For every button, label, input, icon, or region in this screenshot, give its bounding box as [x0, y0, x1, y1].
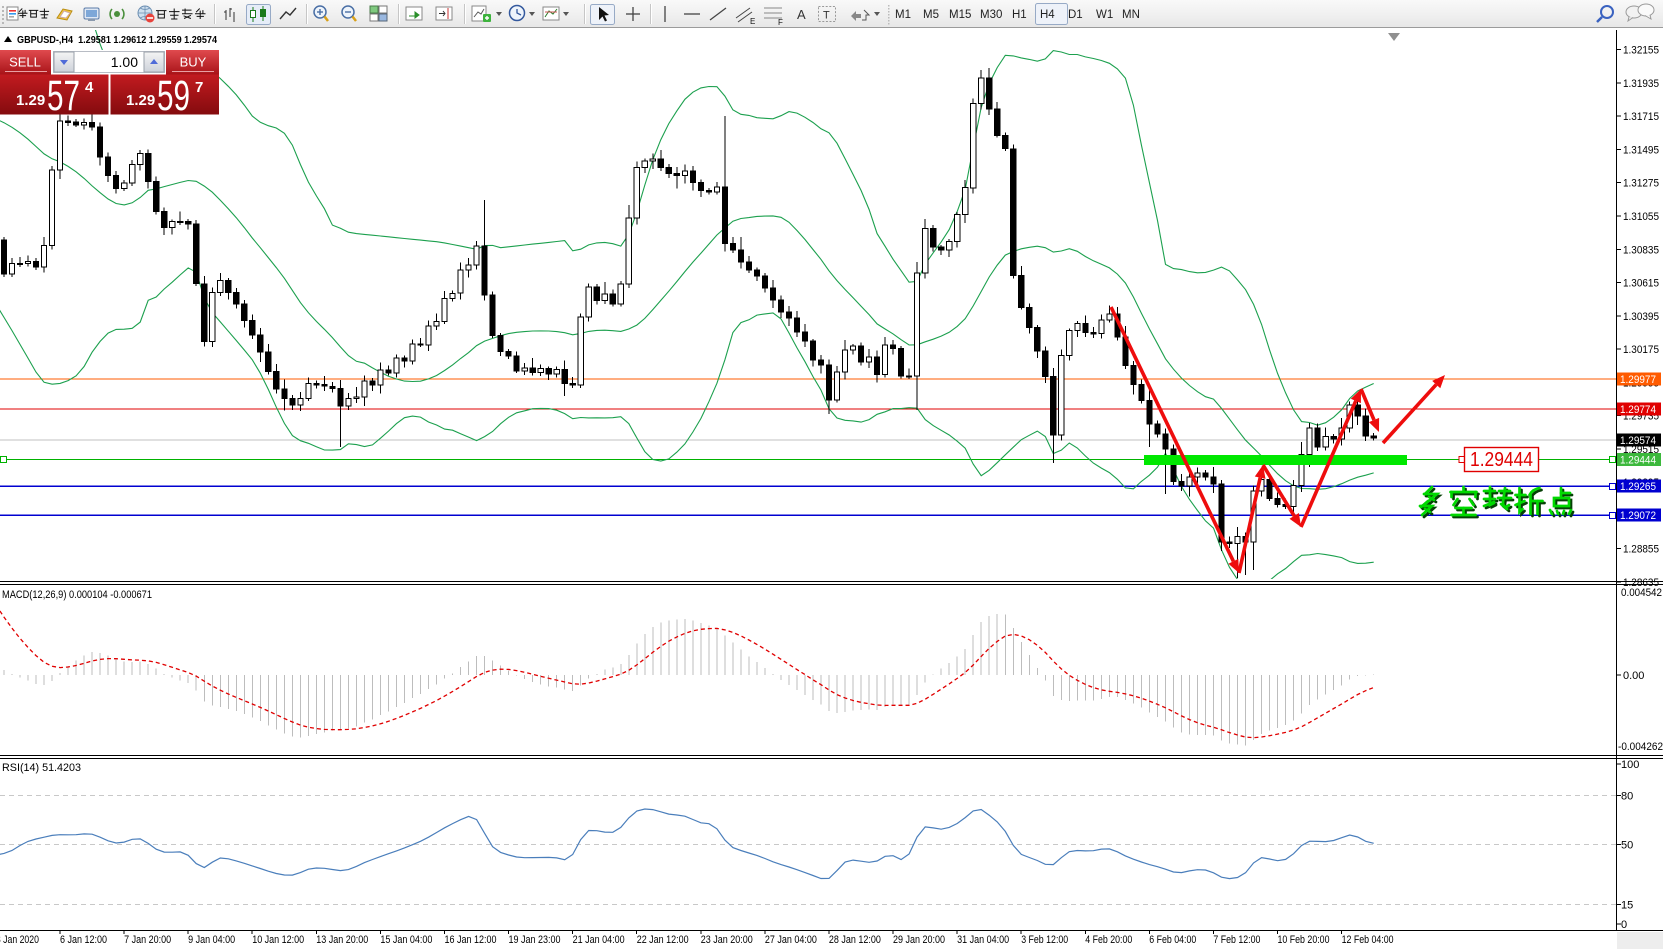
svg-text:7 Feb 12:00: 7 Feb 12:00 [1213, 934, 1260, 946]
svg-text:6 Feb 04:00: 6 Feb 04:00 [1149, 934, 1196, 946]
svg-text:BUY: BUY [180, 55, 207, 70]
svg-text:100: 100 [1621, 759, 1639, 771]
svg-text:T: T [823, 10, 830, 22]
svg-text:1.30175: 1.30175 [1623, 344, 1659, 356]
svg-text:1.29574: 1.29574 [1620, 435, 1656, 447]
svg-text:4 Feb 20:00: 4 Feb 20:00 [1085, 934, 1132, 946]
svg-text:31 Jan 04:00: 31 Jan 04:00 [957, 934, 1009, 946]
svg-text:E: E [750, 17, 755, 26]
svg-text:A: A [797, 7, 806, 22]
svg-text:M30: M30 [980, 9, 1002, 21]
svg-text:15: 15 [1621, 900, 1633, 912]
svg-text:1.31275: 1.31275 [1623, 178, 1659, 190]
svg-text:1.31055: 1.31055 [1623, 211, 1659, 223]
svg-text:M15: M15 [949, 9, 971, 21]
svg-text:1.29444: 1.29444 [1470, 449, 1533, 471]
svg-text:RSI(14) 51.4203: RSI(14) 51.4203 [2, 762, 81, 774]
svg-text:1.30835: 1.30835 [1623, 244, 1659, 256]
svg-text:7 Jan 20:00: 7 Jan 20:00 [124, 934, 171, 946]
svg-text:3 Feb 12:00: 3 Feb 12:00 [1021, 934, 1068, 946]
svg-text:10 Jan 12:00: 10 Jan 12:00 [252, 934, 304, 946]
svg-text:1.29444: 1.29444 [1620, 455, 1656, 467]
svg-text:1.31935: 1.31935 [1623, 78, 1659, 90]
svg-text:GBPUSD-,H4 1.29581 1.29612 1.: GBPUSD-,H4 1.29581 1.29612 1.29559 1.295… [17, 34, 217, 46]
svg-text:H4: H4 [1040, 9, 1055, 21]
svg-text:3 Jan 2020: 3 Jan 2020 [0, 934, 39, 946]
svg-text:1.29977: 1.29977 [1620, 374, 1656, 386]
svg-text:21 Jan 04:00: 21 Jan 04:00 [573, 934, 625, 946]
svg-text:1.32155: 1.32155 [1623, 45, 1659, 57]
svg-text:1.28635: 1.28635 [1623, 577, 1659, 589]
svg-text:6 Jan 12:00: 6 Jan 12:00 [60, 934, 107, 946]
svg-text:12 Feb 04:00: 12 Feb 04:00 [1342, 934, 1394, 946]
svg-text:1.30615: 1.30615 [1623, 278, 1659, 290]
svg-text:W1: W1 [1096, 9, 1113, 21]
svg-text:1.29: 1.29 [16, 92, 45, 109]
svg-text:1.31495: 1.31495 [1623, 144, 1659, 156]
svg-text:50: 50 [1621, 840, 1633, 852]
svg-text:H1: H1 [1012, 9, 1027, 21]
svg-text:-0.004262: -0.004262 [1618, 741, 1663, 753]
svg-text:22 Jan 12:00: 22 Jan 12:00 [637, 934, 689, 946]
svg-text:80: 80 [1621, 791, 1633, 803]
svg-text:0: 0 [1621, 919, 1627, 931]
svg-text:16 Jan 12:00: 16 Jan 12:00 [445, 934, 497, 946]
svg-text:4: 4 [85, 79, 94, 96]
svg-text:19 Jan 23:00: 19 Jan 23:00 [509, 934, 561, 946]
svg-text:27 Jan 04:00: 27 Jan 04:00 [765, 934, 817, 946]
svg-text:1.30395: 1.30395 [1623, 311, 1659, 323]
svg-text:59: 59 [157, 72, 190, 120]
svg-text:0.004542: 0.004542 [1621, 587, 1662, 599]
svg-text:29 Jan 20:00: 29 Jan 20:00 [893, 934, 945, 946]
svg-text:F: F [778, 18, 783, 27]
svg-text:0.00: 0.00 [1623, 670, 1644, 682]
svg-text:13 Jan 20:00: 13 Jan 20:00 [316, 934, 368, 946]
svg-text:15 Jan 04:00: 15 Jan 04:00 [380, 934, 432, 946]
svg-text:MACD(12,26,9) 0.000104 -0.0006: MACD(12,26,9) 0.000104 -0.000671 [2, 589, 152, 601]
svg-text:1.29072: 1.29072 [1620, 510, 1656, 522]
svg-text:1.29774: 1.29774 [1620, 404, 1656, 416]
svg-text:57: 57 [47, 72, 80, 120]
svg-text:1.29265: 1.29265 [1620, 481, 1656, 493]
svg-text:M5: M5 [923, 9, 939, 21]
svg-text:M1: M1 [895, 9, 911, 21]
svg-text:1.29: 1.29 [126, 92, 155, 109]
svg-text:D1: D1 [1068, 9, 1083, 21]
svg-text:1.31715: 1.31715 [1623, 111, 1659, 123]
svg-text:9 Jan 04:00: 9 Jan 04:00 [188, 934, 235, 946]
svg-text:SELL: SELL [9, 55, 41, 70]
svg-text:10 Feb 20:00: 10 Feb 20:00 [1278, 934, 1330, 946]
svg-text:1.00: 1.00 [111, 54, 138, 70]
svg-text:28 Jan 12:00: 28 Jan 12:00 [829, 934, 881, 946]
svg-text:1.29515: 1.29515 [1623, 444, 1659, 456]
svg-text:7: 7 [195, 79, 203, 96]
svg-text:23 Jan 20:00: 23 Jan 20:00 [701, 934, 753, 946]
svg-text:1.28855: 1.28855 [1623, 544, 1659, 556]
svg-text:MN: MN [1122, 9, 1140, 21]
